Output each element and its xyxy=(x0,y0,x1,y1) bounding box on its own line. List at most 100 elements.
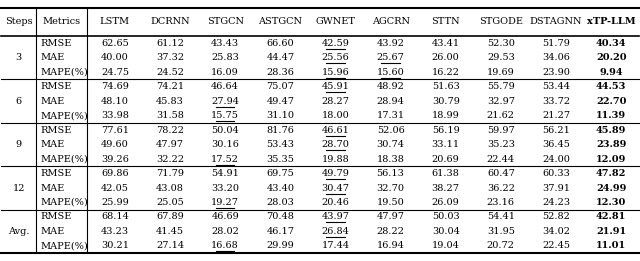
Text: 24.75: 24.75 xyxy=(101,68,129,77)
Text: 43.43: 43.43 xyxy=(211,39,239,48)
Text: DCRNN: DCRNN xyxy=(150,17,190,26)
Text: 25.05: 25.05 xyxy=(156,198,184,207)
Text: 18.00: 18.00 xyxy=(321,111,349,120)
Text: 52.82: 52.82 xyxy=(542,212,570,222)
Text: 19.69: 19.69 xyxy=(487,68,515,77)
Text: MAE: MAE xyxy=(40,227,65,236)
Text: Avg.: Avg. xyxy=(8,227,29,236)
Text: 69.75: 69.75 xyxy=(266,169,294,178)
Text: 45.91: 45.91 xyxy=(321,82,349,91)
Text: STGCN: STGCN xyxy=(207,17,244,26)
Text: MAPE(%): MAPE(%) xyxy=(40,155,88,164)
Text: 56.13: 56.13 xyxy=(377,169,404,178)
Text: 48.10: 48.10 xyxy=(101,97,129,106)
Text: 43.23: 43.23 xyxy=(101,227,129,236)
Text: 16.68: 16.68 xyxy=(211,241,239,251)
Text: RMSE: RMSE xyxy=(40,169,72,178)
Text: RMSE: RMSE xyxy=(40,82,72,91)
Text: 16.09: 16.09 xyxy=(211,68,239,77)
Text: 23.90: 23.90 xyxy=(542,68,570,77)
Text: 71.79: 71.79 xyxy=(156,169,184,178)
Text: 49.79: 49.79 xyxy=(321,169,349,178)
Text: xTP-LLM: xTP-LLM xyxy=(587,17,636,26)
Text: 30.74: 30.74 xyxy=(376,140,404,149)
Text: 49.60: 49.60 xyxy=(101,140,129,149)
Text: 36.45: 36.45 xyxy=(542,140,570,149)
Text: 28.22: 28.22 xyxy=(376,227,404,236)
Text: 25.67: 25.67 xyxy=(377,53,404,62)
Text: 36.22: 36.22 xyxy=(487,183,515,193)
Text: 38.27: 38.27 xyxy=(432,183,460,193)
Text: 23.89: 23.89 xyxy=(596,140,627,149)
Text: 47.97: 47.97 xyxy=(156,140,184,149)
Text: 69.86: 69.86 xyxy=(101,169,129,178)
Text: 48.92: 48.92 xyxy=(377,82,404,91)
Text: 39.26: 39.26 xyxy=(101,155,129,164)
Text: 31.95: 31.95 xyxy=(487,227,515,236)
Text: 44.53: 44.53 xyxy=(596,82,627,91)
Text: 16.94: 16.94 xyxy=(377,241,404,251)
Text: 46.61: 46.61 xyxy=(321,126,349,135)
Text: 20.46: 20.46 xyxy=(321,198,349,207)
Text: 34.06: 34.06 xyxy=(542,53,570,62)
Text: 34.02: 34.02 xyxy=(542,227,570,236)
Text: 18.38: 18.38 xyxy=(377,155,404,164)
Text: 46.64: 46.64 xyxy=(211,82,239,91)
Text: 33.20: 33.20 xyxy=(211,183,239,193)
Text: 42.05: 42.05 xyxy=(101,183,129,193)
Text: 31.58: 31.58 xyxy=(156,111,184,120)
Text: 30.21: 30.21 xyxy=(101,241,129,251)
Text: 74.69: 74.69 xyxy=(101,82,129,91)
Text: 17.52: 17.52 xyxy=(211,155,239,164)
Text: 15.75: 15.75 xyxy=(211,111,239,120)
Text: 67.89: 67.89 xyxy=(156,212,184,222)
Text: LSTM: LSTM xyxy=(100,17,130,26)
Text: 21.27: 21.27 xyxy=(542,111,570,120)
Text: 20.72: 20.72 xyxy=(487,241,515,251)
Text: MAPE(%): MAPE(%) xyxy=(40,68,88,77)
Text: 50.04: 50.04 xyxy=(211,126,239,135)
Text: 56.21: 56.21 xyxy=(542,126,570,135)
Text: 15.96: 15.96 xyxy=(321,68,349,77)
Text: 22.70: 22.70 xyxy=(596,97,627,106)
Text: 46.69: 46.69 xyxy=(211,212,239,222)
Text: 29.53: 29.53 xyxy=(487,53,515,62)
Text: 60.33: 60.33 xyxy=(542,169,570,178)
Text: 54.91: 54.91 xyxy=(211,169,239,178)
Text: 32.22: 32.22 xyxy=(156,155,184,164)
Text: 25.99: 25.99 xyxy=(101,198,129,207)
Text: MAE: MAE xyxy=(40,140,65,149)
Text: 74.21: 74.21 xyxy=(156,82,184,91)
Text: 42.59: 42.59 xyxy=(321,39,349,48)
Text: 26.00: 26.00 xyxy=(432,53,460,62)
Text: 28.27: 28.27 xyxy=(321,97,349,106)
Text: RMSE: RMSE xyxy=(40,39,72,48)
Text: MAPE(%): MAPE(%) xyxy=(40,241,88,251)
Text: 35.35: 35.35 xyxy=(266,155,294,164)
Text: 19.50: 19.50 xyxy=(377,198,404,207)
Text: 33.72: 33.72 xyxy=(542,97,570,106)
Text: 28.70: 28.70 xyxy=(321,140,349,149)
Text: 52.30: 52.30 xyxy=(487,39,515,48)
Text: 43.08: 43.08 xyxy=(156,183,184,193)
Text: 35.23: 35.23 xyxy=(487,140,515,149)
Text: 9: 9 xyxy=(16,140,22,149)
Text: MAE: MAE xyxy=(40,97,65,106)
Text: 25.83: 25.83 xyxy=(211,53,239,62)
Text: RMSE: RMSE xyxy=(40,212,72,222)
Text: 40.00: 40.00 xyxy=(101,53,129,62)
Text: 33.98: 33.98 xyxy=(101,111,129,120)
Text: ASTGCN: ASTGCN xyxy=(259,17,302,26)
Text: RMSE: RMSE xyxy=(40,126,72,135)
Text: 78.22: 78.22 xyxy=(156,126,184,135)
Text: MAPE(%): MAPE(%) xyxy=(40,111,88,120)
Text: 44.47: 44.47 xyxy=(266,53,294,62)
Text: 16.22: 16.22 xyxy=(432,68,460,77)
Text: 19.27: 19.27 xyxy=(211,198,239,207)
Text: 28.94: 28.94 xyxy=(377,97,404,106)
Text: 15.60: 15.60 xyxy=(377,68,404,77)
Text: 61.12: 61.12 xyxy=(156,39,184,48)
Text: 25.56: 25.56 xyxy=(321,53,349,62)
Text: 17.44: 17.44 xyxy=(321,241,349,251)
Text: 32.70: 32.70 xyxy=(376,183,404,193)
